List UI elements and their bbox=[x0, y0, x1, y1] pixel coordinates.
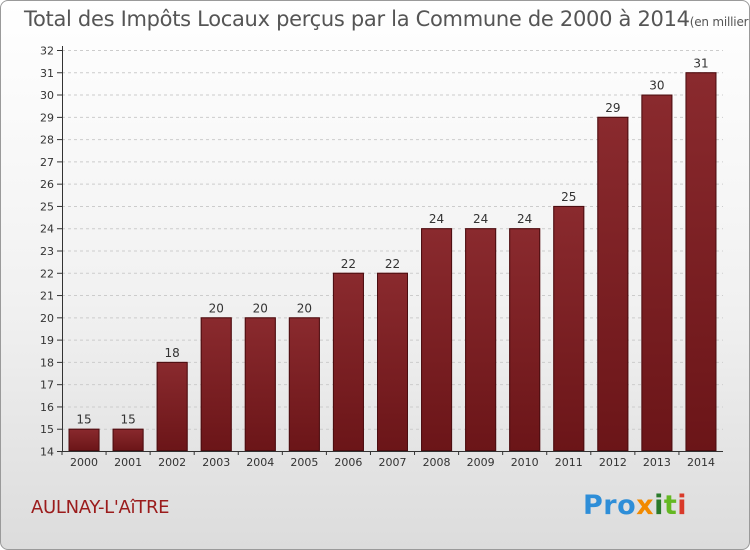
x-tick-label: 2009 bbox=[467, 456, 495, 469]
x-tick-label: 2008 bbox=[423, 456, 451, 469]
bar-outline bbox=[509, 228, 541, 451]
bar bbox=[641, 94, 673, 452]
x-tick-label: 2000 bbox=[70, 456, 98, 469]
data-label: 25 bbox=[561, 190, 576, 204]
bar-outline bbox=[200, 317, 232, 452]
bar bbox=[68, 428, 100, 451]
y-tick-label: 21 bbox=[40, 290, 54, 303]
bar bbox=[288, 317, 320, 451]
bar-outline bbox=[332, 272, 364, 451]
x-tick-label: 2002 bbox=[158, 456, 186, 469]
bar-outline bbox=[244, 317, 276, 452]
x-tick-label: 2001 bbox=[114, 456, 142, 469]
data-label: 24 bbox=[473, 212, 488, 226]
bar-outline bbox=[553, 205, 585, 451]
bar-outline bbox=[112, 428, 144, 452]
y-tick-label: 15 bbox=[40, 423, 54, 436]
x-tick-label: 2014 bbox=[687, 456, 715, 469]
bar bbox=[377, 272, 408, 451]
bar bbox=[156, 361, 188, 451]
x-tick-label: 2011 bbox=[555, 456, 583, 469]
bar-outline bbox=[421, 228, 453, 451]
data-label: 22 bbox=[341, 257, 356, 271]
y-tick-label: 14 bbox=[40, 446, 54, 459]
bar-outline bbox=[685, 72, 717, 452]
y-tick-label: 17 bbox=[40, 379, 54, 392]
chart-title-unit: (en milliers d'€) bbox=[689, 15, 749, 29]
y-tick-label: 31 bbox=[40, 67, 54, 80]
x-tick-label: 2010 bbox=[511, 456, 539, 469]
bar-outline bbox=[288, 317, 320, 452]
bar-outline bbox=[156, 361, 188, 451]
bar bbox=[421, 228, 453, 451]
commune-name: AULNAY-L'AîTRE bbox=[31, 497, 170, 518]
data-label: 15 bbox=[76, 413, 91, 427]
x-tick-label: 2005 bbox=[290, 456, 318, 469]
y-tick-label: 25 bbox=[40, 200, 54, 213]
data-label: 30 bbox=[649, 79, 664, 93]
data-label: 22 bbox=[385, 257, 400, 271]
y-tick-label: 16 bbox=[40, 401, 54, 414]
y-tick-label: 19 bbox=[40, 334, 54, 347]
y-tick-label: 32 bbox=[40, 45, 54, 58]
bar bbox=[112, 428, 144, 451]
bar bbox=[553, 205, 585, 451]
bar bbox=[332, 272, 364, 451]
bar bbox=[509, 228, 541, 451]
chart-title-main: Total des Impôts Locaux perçus par la Co… bbox=[24, 7, 690, 31]
data-label: 24 bbox=[429, 212, 444, 226]
y-tick-label: 27 bbox=[40, 156, 54, 169]
y-tick-label: 20 bbox=[40, 312, 54, 325]
bar bbox=[465, 228, 497, 451]
x-tick-label: 2004 bbox=[246, 456, 274, 469]
data-label: 18 bbox=[165, 346, 180, 360]
data-label: 20 bbox=[209, 301, 224, 315]
x-tick-label: 2006 bbox=[334, 456, 362, 469]
bar bbox=[685, 72, 717, 452]
y-tick-label: 30 bbox=[40, 89, 54, 102]
proxiti-logo: Proxiti bbox=[583, 490, 688, 521]
bar-outline bbox=[68, 428, 100, 452]
x-tick-label: 2007 bbox=[379, 456, 407, 469]
bar-outline bbox=[641, 94, 673, 452]
data-label: 15 bbox=[120, 413, 135, 427]
bar-outline bbox=[597, 116, 629, 451]
bar bbox=[200, 317, 232, 451]
x-tick-label: 2013 bbox=[643, 456, 671, 469]
y-tick-label: 18 bbox=[40, 356, 54, 369]
y-tick-label: 23 bbox=[40, 245, 54, 258]
bar bbox=[597, 116, 629, 451]
bar-outline bbox=[377, 272, 408, 451]
y-tick-label: 26 bbox=[40, 178, 54, 191]
chart-title: Total des Impôts Locaux perçus par la Co… bbox=[24, 7, 749, 31]
bar-outline bbox=[465, 228, 497, 451]
x-tick-label: 2012 bbox=[599, 456, 627, 469]
data-label: 20 bbox=[253, 301, 268, 315]
x-tick-label: 2003 bbox=[202, 456, 230, 469]
data-label: 29 bbox=[605, 101, 620, 115]
y-tick-label: 24 bbox=[40, 223, 54, 236]
data-label: 24 bbox=[517, 212, 532, 226]
y-tick-label: 28 bbox=[40, 134, 54, 147]
bar bbox=[244, 317, 276, 451]
data-label: 20 bbox=[297, 301, 312, 315]
y-tick-label: 22 bbox=[40, 267, 54, 280]
data-label: 31 bbox=[693, 56, 708, 70]
y-tick-label: 29 bbox=[40, 111, 54, 124]
